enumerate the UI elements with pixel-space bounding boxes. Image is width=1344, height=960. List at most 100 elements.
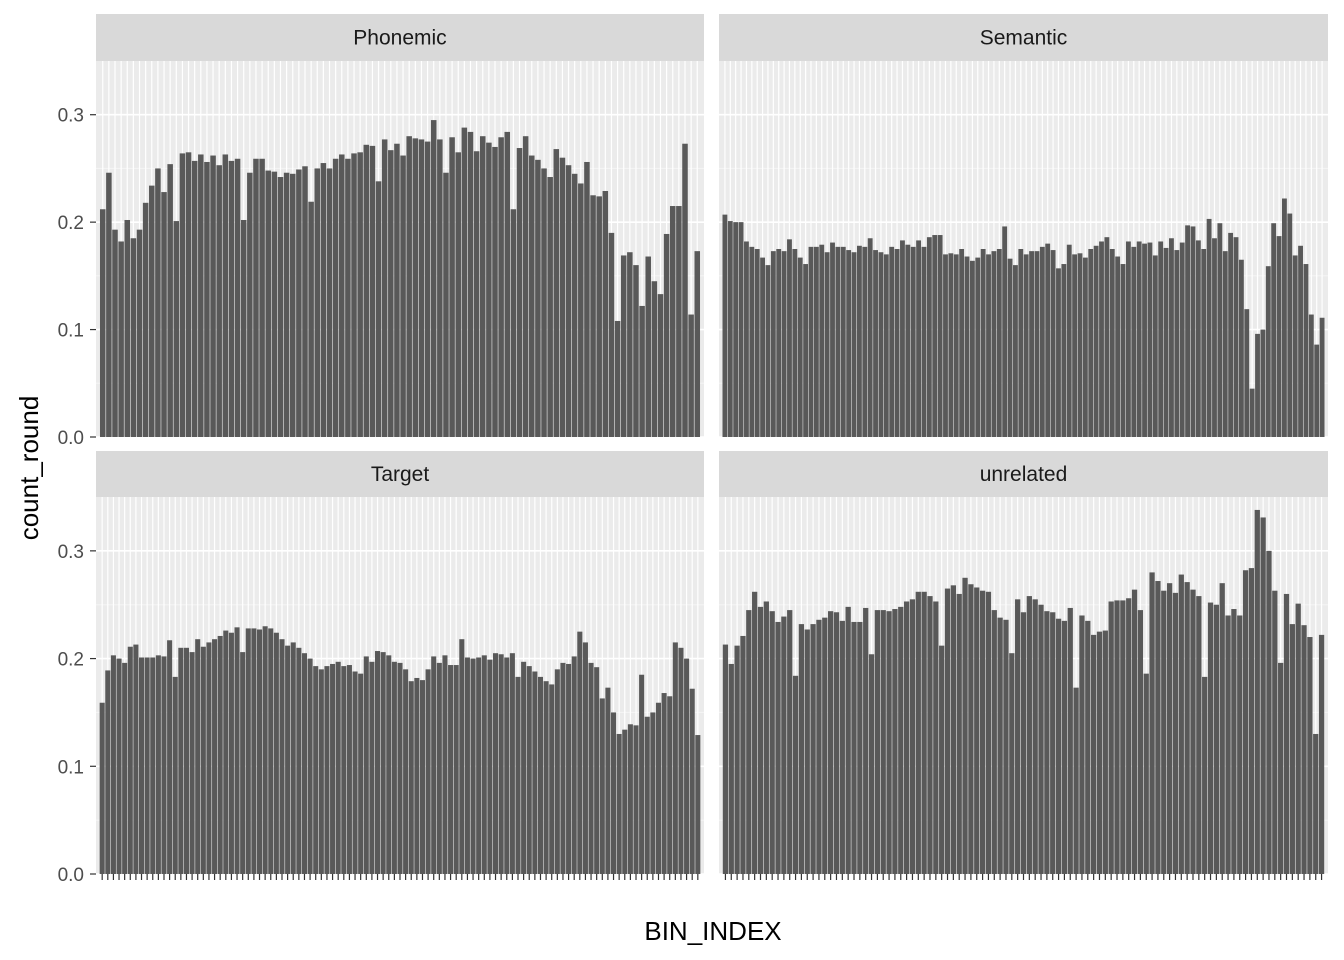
bar xyxy=(873,250,878,437)
bar xyxy=(964,256,970,437)
bar xyxy=(554,669,560,874)
bar xyxy=(130,238,137,437)
bar xyxy=(921,591,927,874)
bar xyxy=(594,667,600,874)
bar xyxy=(974,587,980,874)
bar xyxy=(833,612,840,874)
bar xyxy=(302,166,308,437)
facet-strip-label: Semantic xyxy=(980,27,1068,50)
bar xyxy=(1088,249,1094,437)
bar xyxy=(684,658,690,874)
bar xyxy=(932,235,938,437)
bar xyxy=(1172,592,1179,874)
bar xyxy=(830,242,835,437)
bar xyxy=(155,168,161,437)
bar xyxy=(136,229,143,437)
bar xyxy=(492,653,499,874)
bar xyxy=(1079,615,1085,874)
bar xyxy=(1015,599,1021,874)
bar xyxy=(498,137,504,437)
bar xyxy=(1166,583,1173,874)
bar xyxy=(622,729,628,874)
bar xyxy=(459,639,465,874)
bar xyxy=(223,630,229,874)
bar xyxy=(694,251,701,437)
bar xyxy=(122,662,128,874)
bar xyxy=(1152,255,1158,437)
bar xyxy=(173,221,180,437)
bar xyxy=(1034,251,1040,437)
bar xyxy=(599,698,605,874)
bar xyxy=(386,655,392,874)
bar xyxy=(986,254,991,437)
bar xyxy=(380,652,386,874)
bar xyxy=(578,183,584,437)
bar xyxy=(1248,568,1255,874)
bar xyxy=(330,663,336,874)
bar xyxy=(669,206,676,437)
bar xyxy=(442,655,448,874)
bar xyxy=(1018,249,1024,437)
bar xyxy=(253,158,259,437)
bar xyxy=(198,154,204,437)
bar xyxy=(611,712,617,874)
bar xyxy=(1195,240,1201,437)
bar xyxy=(596,196,602,437)
bar xyxy=(602,190,609,437)
bar xyxy=(492,146,498,437)
bar xyxy=(682,143,688,437)
bar xyxy=(228,632,234,874)
bar xyxy=(245,628,251,874)
bar xyxy=(956,593,962,874)
bar xyxy=(436,662,442,874)
bar xyxy=(549,684,555,874)
bar xyxy=(189,652,195,874)
bar xyxy=(1120,264,1126,437)
bar xyxy=(944,588,951,874)
bar xyxy=(414,677,420,874)
bar xyxy=(878,252,884,437)
bar xyxy=(144,657,150,874)
bar xyxy=(1228,232,1234,437)
bar xyxy=(116,658,122,874)
bar xyxy=(308,201,314,437)
bar xyxy=(357,152,363,438)
bar xyxy=(271,171,278,437)
bar xyxy=(418,139,425,437)
facet-strip-label: unrelated xyxy=(980,463,1068,486)
bar xyxy=(1206,218,1212,437)
y-tick-label: 0.0 xyxy=(58,428,84,449)
bar xyxy=(738,222,744,437)
facet-target: Target 0.0 0.1 0.2 0.3 xyxy=(58,451,704,886)
bar xyxy=(722,644,729,874)
bar xyxy=(1104,237,1110,437)
bar xyxy=(835,246,841,437)
bar xyxy=(1282,198,1287,437)
bar xyxy=(678,647,684,874)
bar xyxy=(273,632,279,874)
bar xyxy=(522,136,529,437)
bar xyxy=(927,596,933,874)
y-tick-label: 0.3 xyxy=(58,106,84,127)
bar xyxy=(1318,634,1325,874)
bar xyxy=(803,264,809,437)
bar xyxy=(639,305,645,437)
bar xyxy=(856,245,862,437)
bar xyxy=(1314,344,1320,437)
bar xyxy=(217,635,223,874)
bar xyxy=(320,163,327,438)
bar xyxy=(481,655,487,874)
bar xyxy=(689,688,695,874)
bar xyxy=(1184,582,1190,874)
bar xyxy=(937,235,943,437)
facet-strip-label: Target xyxy=(371,463,430,486)
bar xyxy=(1217,223,1223,437)
bar xyxy=(1137,610,1144,874)
facet-strip xyxy=(96,14,704,61)
bar xyxy=(1066,244,1072,437)
bar xyxy=(910,246,916,437)
bar xyxy=(1029,251,1034,437)
bar xyxy=(449,137,455,437)
bar xyxy=(808,246,814,437)
